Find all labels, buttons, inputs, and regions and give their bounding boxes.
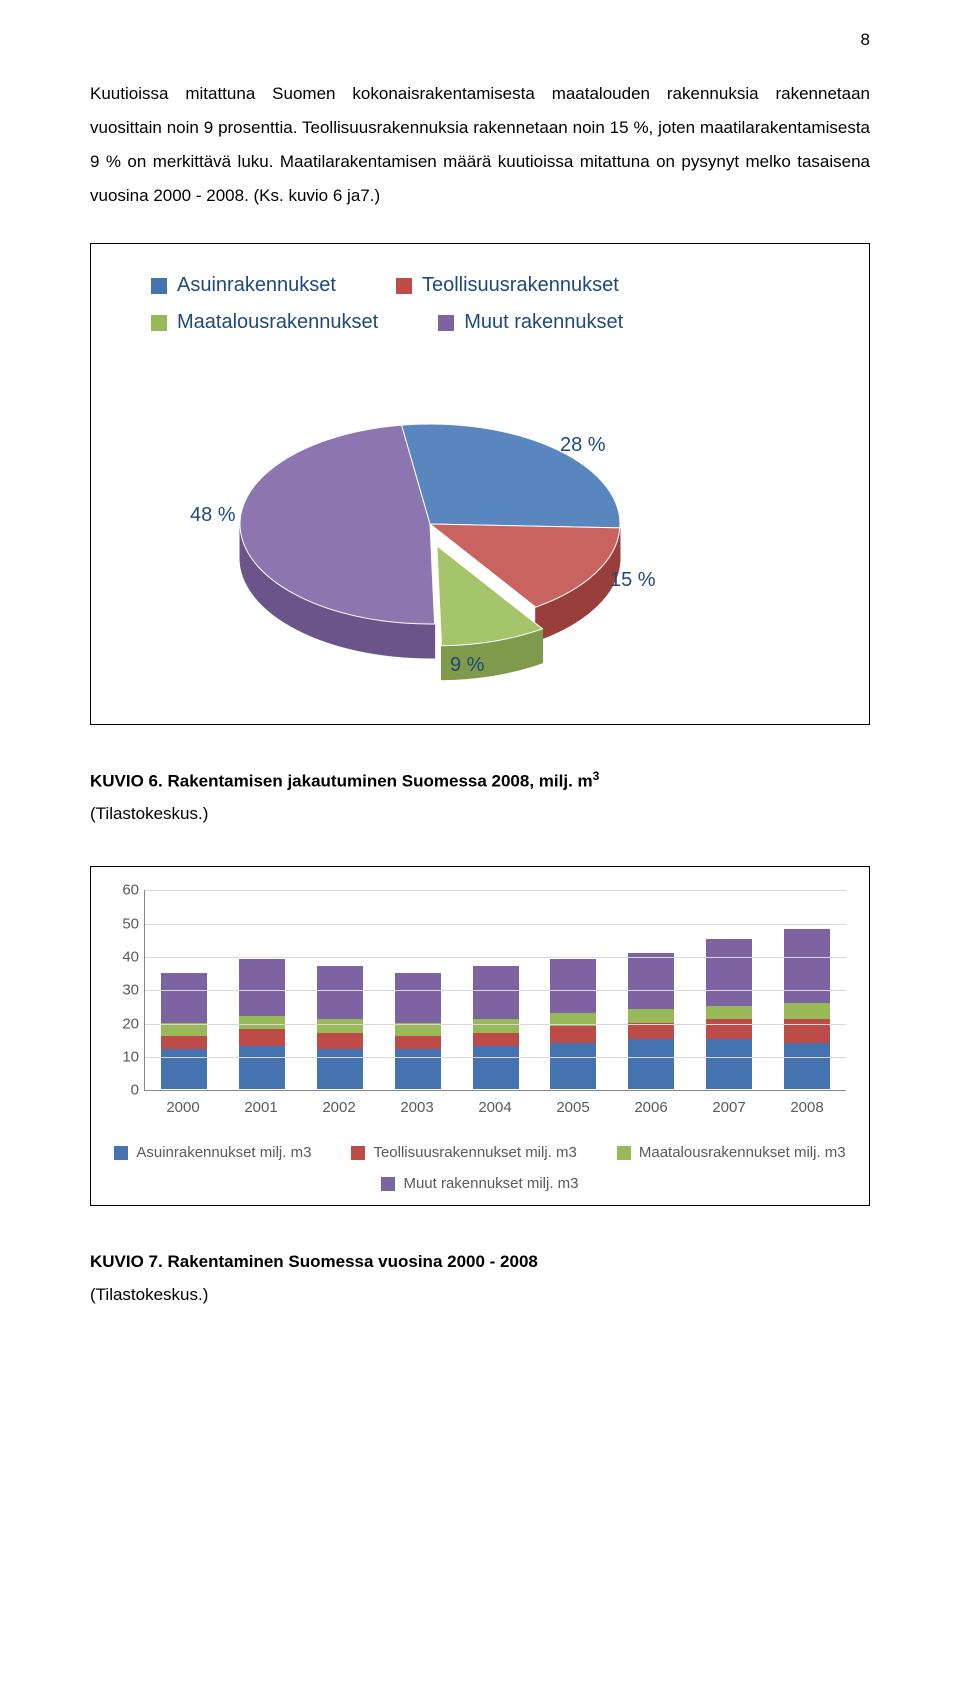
bar-segment [317,1033,363,1050]
bar-legend-item: Asuinrakennukset milj. m3 [114,1144,311,1161]
pie-label-48: 48 % [190,504,236,527]
bar-segment [628,1009,674,1022]
bar-segment [395,1049,441,1089]
caption-kuvio-7: KUVIO 7. Rakentaminen Suomessa vuosina 2… [90,1246,870,1311]
bar-legend: Asuinrakennukset milj. m3 Teollisuusraken… [104,1144,856,1192]
legend-swatch [381,1177,395,1191]
bar-segment [628,953,674,1010]
y-tick-label: 0 [105,1082,139,1099]
legend-swatch [617,1146,631,1160]
pie-chart: 28 % 15 % 9 % 48 % [130,374,830,704]
pie-legend-item: Muut rakennukset [438,311,623,334]
bar-segment [550,1026,596,1043]
bar-segment [706,1039,752,1089]
legend-label: Maatalousrakennukset [177,311,378,334]
pie-legend-item: Teollisuusrakennukset [396,274,619,297]
pie-legend-item: Asuinrakennukset [151,274,336,297]
stacked-bar [705,938,753,1090]
legend-swatch [396,278,412,294]
body-paragraph: Kuutioissa mitattuna Suomen kokonaisrake… [90,77,870,213]
bar-segment [628,1039,674,1089]
bar-segment [161,1036,207,1049]
x-tick-label: 2000 [144,1099,222,1116]
legend-label: Muut rakennukset [464,311,623,334]
x-tick-label: 2003 [378,1099,456,1116]
bar-segment [395,1023,441,1036]
legend-label: Teollisuusrakennukset milj. m3 [373,1144,576,1161]
bar-legend-item: Maatalousrakennukset milj. m3 [617,1144,846,1161]
bar-segment [239,959,285,1016]
bar-x-axis: 200020012002200320042005200620072008 [144,1099,846,1116]
bar-segment [784,929,830,1002]
pie-legend: Asuinrakennukset Teollisuusrakennukset Maa… [111,274,849,334]
legend-label: Teollisuusrakennukset [422,274,619,297]
caption-6-rest: (Tilastokeskus.) [90,804,208,823]
pie-label-15: 15 % [610,569,656,592]
x-tick-label: 2007 [690,1099,768,1116]
legend-swatch [351,1146,365,1160]
bar-plot-area: 0102030405060 [144,890,846,1091]
y-tick-label: 50 [105,915,139,932]
legend-swatch [114,1146,128,1160]
stacked-bar [783,928,831,1090]
legend-label: Asuinrakennukset [177,274,336,297]
legend-swatch [438,315,454,331]
x-tick-label: 2002 [300,1099,378,1116]
y-tick-label: 30 [105,982,139,999]
pie-legend-item: Maatalousrakennukset [151,311,378,334]
y-tick-label: 20 [105,1015,139,1032]
stacked-bar [627,952,675,1091]
bar-segment [473,1033,519,1046]
bar-segment [317,966,363,1019]
bar-segment [161,973,207,1023]
caption-kuvio-6: KUVIO 6. Rakentamisen jakautuminen Suome… [90,765,870,830]
x-tick-label: 2001 [222,1099,300,1116]
caption-6-bold: KUVIO 6. Rakentamisen jakautuminen Suome… [90,772,593,791]
bar-legend-item: Muut rakennukset milj. m3 [381,1175,578,1192]
stacked-bar [316,965,364,1090]
stacked-bar [472,965,520,1090]
pie-chart-frame: Asuinrakennukset Teollisuusrakennukset Maa… [90,243,870,725]
bar-segment [161,1023,207,1036]
y-tick-label: 40 [105,948,139,965]
bar-segment [628,1023,674,1040]
bar-segment [317,1049,363,1089]
y-tick-label: 60 [105,882,139,899]
x-tick-label: 2008 [768,1099,846,1116]
bar-segment [550,1043,596,1090]
bar-segment [161,1049,207,1089]
bar-segment [473,1046,519,1089]
bar-segment [395,1036,441,1049]
bar-chart-frame: 0102030405060 20002001200220032004200520… [94,870,866,1202]
x-tick-label: 2004 [456,1099,534,1116]
page-number: 8 [861,30,870,50]
bar-segment [473,1019,519,1032]
bar-segment [473,966,519,1019]
pie-label-28: 28 % [560,434,606,457]
bar-segment [239,1029,285,1046]
bar-segment [784,1003,830,1020]
bar-segment [706,1006,752,1019]
bar-segment [706,939,752,1006]
bar-segment [395,973,441,1023]
x-tick-label: 2005 [534,1099,612,1116]
bar-segment [317,1019,363,1032]
legend-label: Asuinrakennukset milj. m3 [136,1144,311,1161]
bar-segment [706,1019,752,1039]
caption-6-sup: 3 [593,769,600,783]
bar-segment [784,1043,830,1090]
bar-segment [550,959,596,1012]
legend-label: Maatalousrakennukset milj. m3 [639,1144,846,1161]
y-tick-label: 10 [105,1048,139,1065]
bar-chart-outer-frame: 0102030405060 20002001200220032004200520… [90,866,870,1206]
bar-segment [239,1046,285,1089]
legend-swatch [151,315,167,331]
pie-label-9: 9 % [450,654,484,677]
x-tick-label: 2006 [612,1099,690,1116]
caption-7-rest: (Tilastokeskus.) [90,1285,208,1304]
bar-legend-item: Teollisuusrakennukset milj. m3 [351,1144,576,1161]
caption-7-bold: KUVIO 7. Rakentaminen Suomessa vuosina 2… [90,1252,538,1271]
legend-swatch [151,278,167,294]
legend-label: Muut rakennukset milj. m3 [403,1175,578,1192]
